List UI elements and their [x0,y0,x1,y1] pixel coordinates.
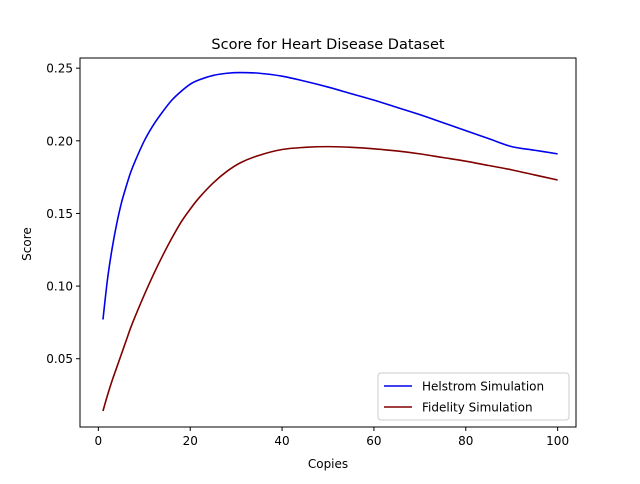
series-layer [102,71,558,412]
series-line-0 [102,71,558,320]
legend-label: Helstrom Simulation [422,380,544,394]
y-tick-label: 0.20 [46,134,73,148]
plot-frame [79,57,577,428]
legend-label: Fidelity Simulation [422,401,533,415]
y-tick-label: 0.15 [46,207,73,221]
y-tick-label: 0.05 [46,352,73,366]
x-tick-label: 40 [274,434,289,448]
x-tick-label: 20 [183,434,198,448]
x-tick-label: 100 [546,434,569,448]
chart-title: Score for Heart Disease Dataset [211,37,444,53]
y-axis-label: Score [20,227,34,261]
x-tick-label: 80 [458,434,473,448]
x-tick-label: 0 [95,434,103,448]
x-tick-label: 60 [366,434,381,448]
ticks-layer: 0 20 40 60 80 100 0.05 0.10 0.15 0.20 0.25 [46,62,569,448]
legend: Helstrom Simulation Fidelity Simulation [377,372,570,421]
legend-box [377,372,570,421]
y-tick-label: 0.10 [46,280,73,294]
series-line-1 [102,145,558,412]
x-axis-label: Copies [308,457,348,471]
y-tick-label: 0.25 [46,62,73,76]
